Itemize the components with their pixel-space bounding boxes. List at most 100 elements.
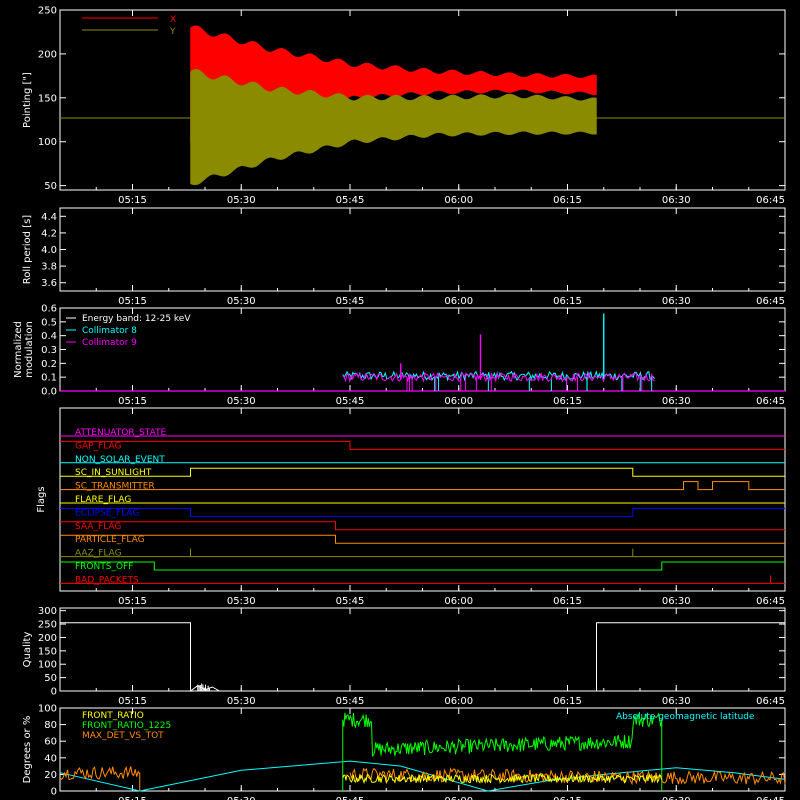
roll-period-xtick-label: 06:15: [553, 296, 582, 307]
modulation-xtick-label: 06:15: [553, 396, 582, 407]
panel-geomagnetic: 05:15 05:30 05:45 06:00 06:15 06:30 06:45 0 20 40…: [22, 704, 786, 800]
flags-ylabel: Flags: [36, 486, 47, 512]
pointing-ytick-label: 200: [38, 49, 57, 60]
modulation-ytick-label: 0.3: [41, 345, 57, 356]
flag-label-saa_flag: SAA_FLAG: [75, 522, 121, 532]
modulation-xtick-label: 05:15: [118, 396, 147, 407]
roll-period-ylabel: Roll period [s]: [22, 215, 33, 284]
roll-period-xtick-label: 06:45: [756, 296, 785, 307]
flag-line-sc_in_sunlight: [60, 467, 785, 477]
pointing-legend-label: X: [170, 15, 176, 25]
pointing-xtick-label: 05:45: [336, 195, 365, 206]
modulation-series-9: [342, 371, 655, 384]
pointing-xtick-label: 06:00: [444, 195, 473, 206]
flag-label-fronts_off: FRONTS_OFF: [75, 562, 133, 572]
flag-label-gap_flag: GAP_FLAG: [75, 441, 121, 451]
flags-xtick-label: 05:45: [336, 596, 365, 607]
panel-roll-period: 05:15 05:30 05:45 06:00 06:15 06:30 06:45 3.6 3.…: [22, 207, 786, 307]
flags-xtick-label: 05:15: [118, 596, 147, 607]
quality-ytick-label: 300: [38, 606, 57, 617]
flag-label-particle_flag: PARTICLE_FLAG: [75, 535, 145, 545]
quality-ylabel: Quality: [22, 632, 33, 668]
flag-label-aaz_flag: AAZ_FLAG: [75, 549, 122, 559]
roll-period-ytick-label: 4.2: [41, 228, 57, 239]
pointing-xtick-label: 06:30: [662, 195, 691, 206]
panel-pointing: 05:15 05:30 05:45 06:00 06:15 06:30 06:45 50 100…: [22, 6, 786, 206]
geomagnetic-xtick-label: 06:30: [662, 796, 691, 800]
geomagnetic-xtick-label: 05:45: [336, 796, 365, 800]
modulation-xtick-label: 06:30: [662, 396, 691, 407]
modulation-ytick-label: 0.0: [41, 387, 57, 398]
geomagnetic-ytick-label: 100: [38, 704, 57, 715]
pointing-xtick-label: 05:15: [118, 195, 147, 206]
roll-period-ytick-label: 3.8: [41, 262, 57, 273]
quality-ytick-label: 150: [38, 646, 57, 657]
flag-line-saa_flag: [60, 521, 785, 531]
geomagnetic-legend-label: FRONT_RATIO_1225: [82, 721, 171, 731]
quality-plot: [60, 622, 785, 692]
modulation-xtick-label: 06:00: [444, 396, 473, 407]
geomagnetic-ytick-label: 80: [44, 720, 57, 731]
modulation-ytick-label: 0.6: [41, 304, 57, 315]
modulation-legend-label: Collimator 8: [82, 326, 137, 336]
modulation-ylabel: Normalizedmodulation: [13, 321, 35, 378]
roll-period-xtick-label: 05:15: [118, 296, 147, 307]
geomagnetic-legend-label: MAX_DET_VS_TOT: [82, 731, 164, 741]
geomagnetic-annotation: Absolute geomagnetic latitude: [616, 712, 755, 722]
modulation-xtick-label: 05:45: [336, 396, 365, 407]
geomagnetic-ytick-label: 60: [44, 737, 57, 748]
roll-period-xtick-label: 06:30: [662, 296, 691, 307]
flag-line-fronts_off: [60, 561, 785, 571]
quality-ytick-label: 0: [51, 687, 57, 698]
flag-label-sc_in_sunlight: SC_IN_SUNLIGHT: [75, 468, 152, 478]
flag-label-sc_transmitter: SC_TRANSMITTER: [75, 482, 155, 492]
geomagnetic-latitude-series: [59, 760, 786, 792]
flags-plot: ATTENUATOR_STATE GAP_FLAG NON_SOLAR_EVENT S…: [60, 428, 785, 585]
pointing-ytick-label: 100: [38, 137, 57, 148]
panel-modulation: 05:15 05:30 05:45 06:00 06:15 06:30 06:45 0.0 0.…: [13, 304, 786, 407]
modulation-xtick-label: 05:30: [227, 396, 256, 407]
quality-ytick-label: 250: [38, 620, 57, 631]
geomagnetic-plot: FRONT_RATIOFRONT_RATIO_1225MAX_DET_VS_TO…: [59, 711, 786, 792]
flag-line-eclipse_flag: [60, 507, 785, 517]
quality-xtick-label: 05:30: [227, 696, 256, 707]
modulation-ylabel-line: Normalized: [13, 321, 24, 378]
modulation-ytick-label: 0.5: [41, 317, 57, 328]
flags-xtick-label: 06:30: [662, 596, 691, 607]
flags-xtick-label: 06:00: [444, 596, 473, 607]
geomagnetic-max-det-vs-tot: [59, 765, 141, 780]
quality-xtick-label: 06:45: [756, 696, 785, 707]
flag-line-bad_packets: [60, 575, 785, 584]
modulation-xtick-label: 06:45: [756, 396, 785, 407]
quality-ytick-label: 100: [38, 660, 57, 671]
pointing-ytick-label: 250: [38, 6, 57, 17]
geomagnetic-ytick-label: 20: [44, 770, 57, 781]
quality-xtick-label: 06:30: [662, 696, 691, 707]
modulation-plot: Energy band: 12-25 keV Collimator 8 Collim…: [60, 313, 785, 392]
pointing-xtick-label: 06:45: [756, 195, 785, 206]
quality-xtick-label: 05:45: [336, 696, 365, 707]
geomagnetic-xtick-label: 06:45: [756, 796, 785, 800]
flag-line-sc_transmitter: [60, 481, 785, 491]
modulation-legend-label: Collimator 9: [82, 338, 137, 348]
modulation-ytick-label: 0.1: [41, 373, 57, 384]
roll-period-xtick-label: 05:45: [336, 296, 365, 307]
flag-label-non_solar_event: NON_SOLAR_EVENT: [75, 455, 165, 465]
pointing-ylabel: Pointing ["]: [22, 72, 33, 128]
pointing-legend-label: Y: [169, 27, 176, 37]
pointing-xtick-label: 06:15: [553, 195, 582, 206]
pointing-ytick-label: 50: [44, 181, 57, 192]
pointing-ytick-label: 150: [38, 93, 57, 104]
flag-line-aaz_flag: [60, 548, 785, 558]
geomagnetic-xtick-label: 06:15: [553, 796, 582, 800]
geomagnetic-legend-label: FRONT_RATIO: [82, 711, 144, 721]
panel-quality: 05:15 05:30 05:45 06:00 06:15 06:30 06:45 0 50 10…: [22, 606, 786, 707]
flag-label-eclipse_flag: ECLIPSE_FLAG: [75, 508, 139, 518]
roll-period-ytick-label: 4.4: [41, 212, 57, 223]
modulation-ylabel-line: modulation: [24, 321, 35, 378]
quality-xtick-label: 05:15: [118, 696, 147, 707]
geomagnetic-xtick-label: 06:00: [444, 796, 473, 800]
geomagnetic-ytick-label: 0: [51, 787, 57, 798]
pointing-xtick-label: 05:30: [227, 195, 256, 206]
